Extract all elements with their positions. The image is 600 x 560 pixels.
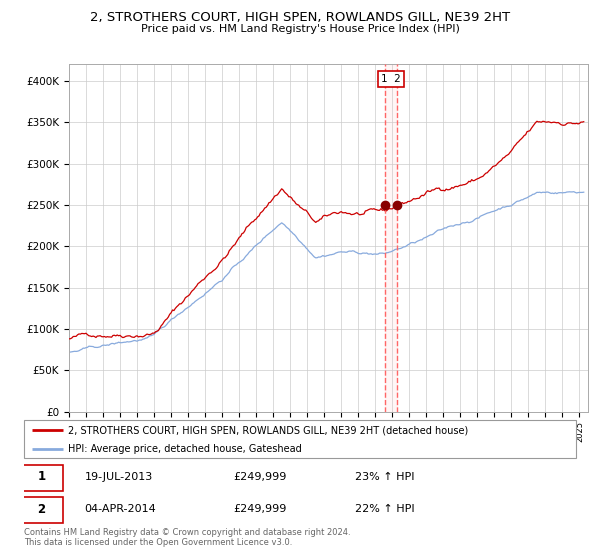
Text: 2, STROTHERS COURT, HIGH SPEN, ROWLANDS GILL, NE39 2HT (detached house): 2, STROTHERS COURT, HIGH SPEN, ROWLANDS … — [68, 425, 469, 435]
Text: 23% ↑ HPI: 23% ↑ HPI — [355, 472, 415, 482]
Text: 2: 2 — [38, 503, 46, 516]
Text: £249,999: £249,999 — [234, 472, 287, 482]
Text: 1  2: 1 2 — [381, 74, 401, 85]
FancyBboxPatch shape — [21, 497, 62, 522]
Text: 04-APR-2014: 04-APR-2014 — [85, 504, 157, 514]
Text: 22% ↑ HPI: 22% ↑ HPI — [355, 504, 415, 514]
Text: 19-JUL-2013: 19-JUL-2013 — [85, 472, 153, 482]
Text: Contains HM Land Registry data © Crown copyright and database right 2024.
This d: Contains HM Land Registry data © Crown c… — [24, 528, 350, 547]
Text: HPI: Average price, detached house, Gateshead: HPI: Average price, detached house, Gate… — [68, 444, 302, 454]
Text: Price paid vs. HM Land Registry's House Price Index (HPI): Price paid vs. HM Land Registry's House … — [140, 24, 460, 34]
Text: £249,999: £249,999 — [234, 504, 287, 514]
Text: 2, STROTHERS COURT, HIGH SPEN, ROWLANDS GILL, NE39 2HT: 2, STROTHERS COURT, HIGH SPEN, ROWLANDS … — [90, 11, 510, 24]
Bar — [385, 64, 397, 412]
Text: 1: 1 — [38, 470, 46, 483]
FancyBboxPatch shape — [21, 465, 62, 491]
FancyBboxPatch shape — [24, 420, 576, 458]
